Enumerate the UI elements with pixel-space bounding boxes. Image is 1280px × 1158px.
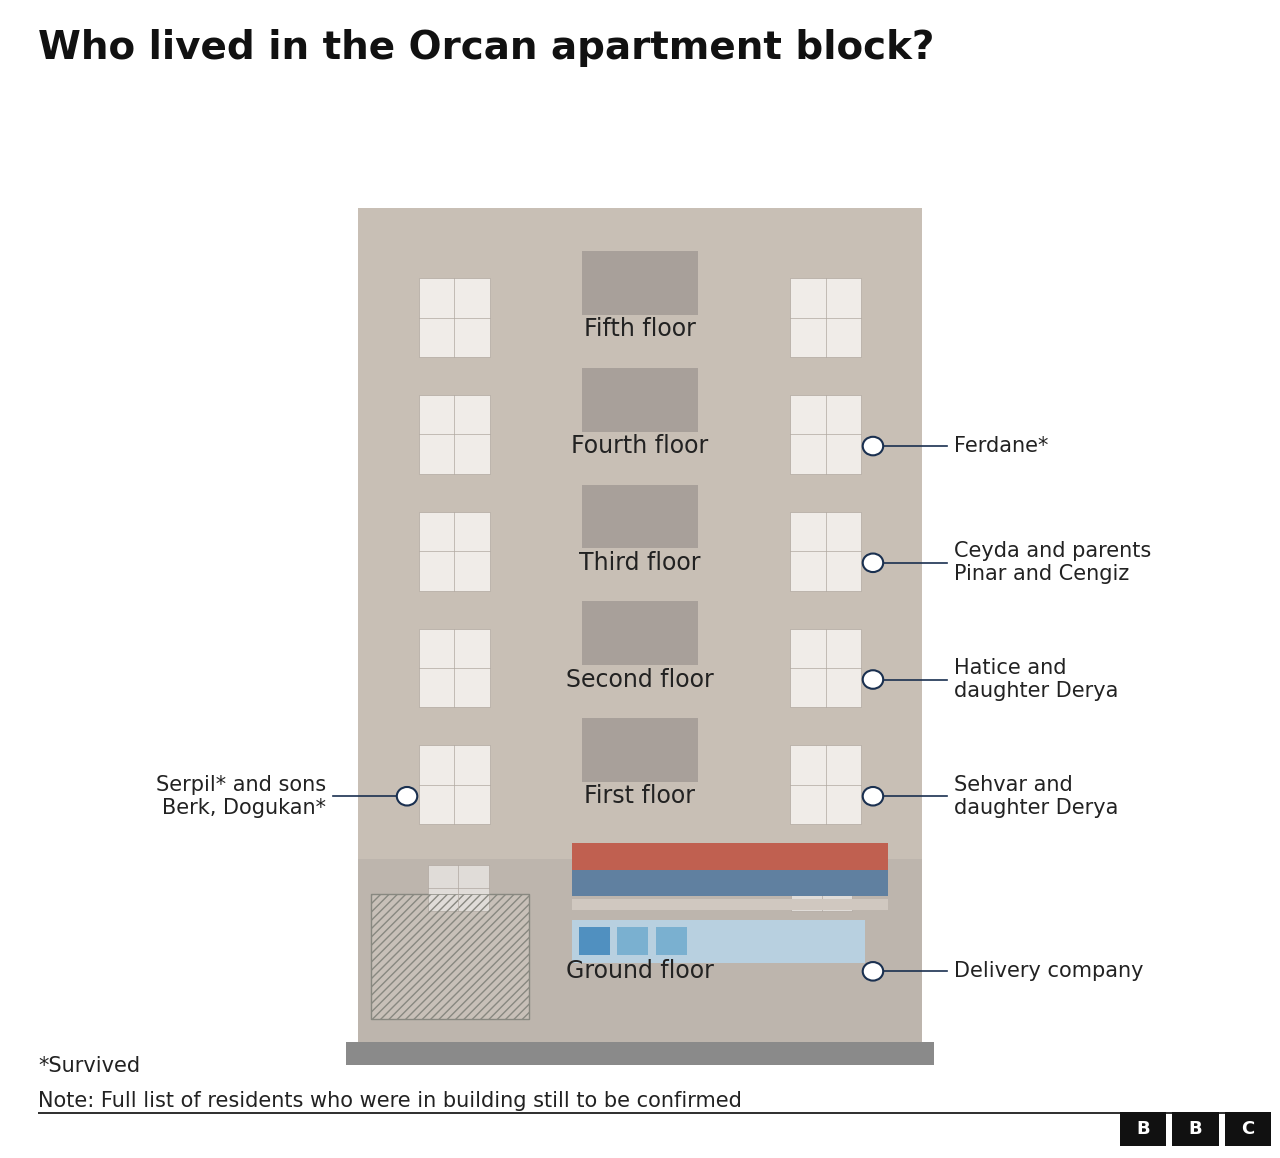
Circle shape: [863, 787, 883, 806]
FancyBboxPatch shape: [582, 601, 698, 665]
FancyBboxPatch shape: [420, 629, 490, 708]
Circle shape: [863, 437, 883, 455]
Text: First floor: First floor: [585, 784, 695, 808]
FancyBboxPatch shape: [420, 278, 490, 357]
FancyBboxPatch shape: [617, 928, 649, 955]
FancyBboxPatch shape: [346, 1042, 934, 1065]
FancyBboxPatch shape: [38, 1112, 1242, 1114]
FancyBboxPatch shape: [420, 395, 490, 474]
Text: Fifth floor: Fifth floor: [584, 317, 696, 342]
FancyBboxPatch shape: [1225, 1112, 1271, 1146]
FancyBboxPatch shape: [582, 718, 698, 782]
Text: Note: Full list of residents who were in building still to be confirmed: Note: Full list of residents who were in…: [38, 1091, 742, 1111]
Circle shape: [863, 962, 883, 981]
Text: Sehvar and
daughter Derya: Sehvar and daughter Derya: [954, 775, 1117, 818]
FancyBboxPatch shape: [428, 865, 489, 911]
Text: Delivery company: Delivery company: [954, 961, 1143, 981]
FancyBboxPatch shape: [371, 894, 529, 1019]
FancyBboxPatch shape: [572, 843, 888, 870]
Text: Ground floor: Ground floor: [566, 959, 714, 983]
Circle shape: [863, 670, 883, 689]
Text: Ceyda and parents
Pinar and Cengiz: Ceyda and parents Pinar and Cengiz: [954, 541, 1151, 585]
Text: Hatice and
daughter Derya: Hatice and daughter Derya: [954, 658, 1117, 701]
FancyBboxPatch shape: [791, 629, 861, 708]
FancyBboxPatch shape: [791, 746, 861, 824]
Text: *Survived: *Survived: [38, 1056, 141, 1076]
FancyBboxPatch shape: [791, 395, 861, 474]
FancyBboxPatch shape: [791, 865, 852, 911]
FancyBboxPatch shape: [358, 208, 922, 1042]
Text: B: B: [1189, 1120, 1202, 1138]
FancyBboxPatch shape: [572, 899, 888, 910]
FancyBboxPatch shape: [1172, 1112, 1219, 1146]
Text: C: C: [1242, 1120, 1254, 1138]
Circle shape: [863, 554, 883, 572]
FancyBboxPatch shape: [572, 870, 888, 896]
Text: Third floor: Third floor: [580, 551, 700, 574]
FancyBboxPatch shape: [420, 746, 490, 824]
FancyBboxPatch shape: [358, 859, 922, 1042]
FancyBboxPatch shape: [657, 928, 687, 955]
FancyBboxPatch shape: [582, 484, 698, 549]
FancyBboxPatch shape: [420, 512, 490, 591]
Text: B: B: [1137, 1120, 1149, 1138]
FancyBboxPatch shape: [579, 928, 609, 955]
FancyBboxPatch shape: [791, 278, 861, 357]
FancyBboxPatch shape: [572, 919, 865, 963]
FancyBboxPatch shape: [791, 512, 861, 591]
FancyBboxPatch shape: [1120, 1112, 1166, 1146]
Circle shape: [397, 787, 417, 806]
Text: Ferdane*: Ferdane*: [954, 437, 1048, 456]
Text: Serpil* and sons
Berk, Dogukan*: Serpil* and sons Berk, Dogukan*: [156, 775, 326, 818]
Text: Fourth floor: Fourth floor: [571, 434, 709, 459]
FancyBboxPatch shape: [582, 251, 698, 315]
Text: Who lived in the Orcan apartment block?: Who lived in the Orcan apartment block?: [38, 29, 934, 67]
Text: Second floor: Second floor: [566, 667, 714, 691]
FancyBboxPatch shape: [582, 368, 698, 432]
